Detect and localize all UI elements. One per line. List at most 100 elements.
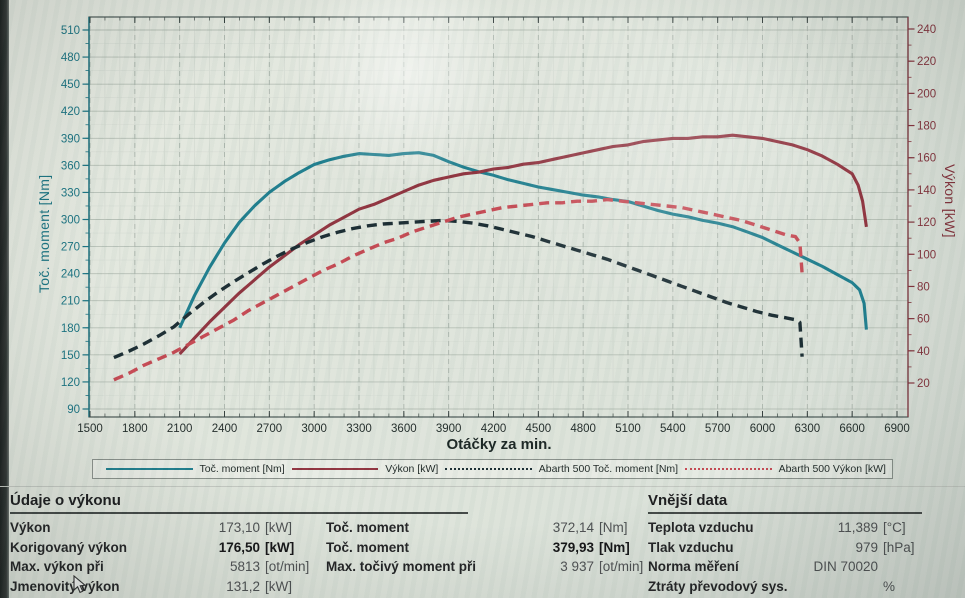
- legend-label: Abarth 500 Výkon [kW]: [778, 463, 886, 475]
- data-value: [878, 557, 922, 577]
- svg-text:300: 300: [61, 215, 80, 227]
- svg-text:4800: 4800: [570, 423, 596, 435]
- mouse-cursor: [73, 575, 87, 594]
- svg-text:2100: 2100: [167, 423, 193, 435]
- data-label: Max. výkon při: [10, 559, 104, 574]
- svg-text:360: 360: [61, 160, 80, 172]
- legend-line-sample: [106, 468, 193, 470]
- svg-text:5700: 5700: [705, 423, 731, 435]
- data-value: [594, 577, 640, 597]
- ambient-data-row: Teplota vzduchu 11,389 [°C]: [648, 518, 928, 538]
- svg-text:2400: 2400: [212, 423, 238, 435]
- svg-text:3600: 3600: [391, 423, 417, 435]
- data-label: Výkon: [10, 520, 51, 535]
- svg-text:60: 60: [917, 314, 930, 326]
- data-value: 379,93: [552, 539, 594, 555]
- data-value: 979: [855, 539, 878, 555]
- data-value: DIN 70020: [813, 559, 878, 574]
- legend-line-sample: [291, 468, 379, 470]
- svg-text:510: 510: [61, 25, 80, 37]
- data-value: [ot/min]: [599, 559, 644, 574]
- svg-text:180: 180: [61, 323, 80, 335]
- power-panel-title: Údaje o výkonu: [10, 492, 468, 514]
- power-data-row: Korigovaný výkon 176,50 [kW] Toč. moment 379…: [10, 538, 650, 558]
- svg-text:220: 220: [917, 56, 936, 68]
- svg-text:6900: 6900: [884, 423, 910, 435]
- svg-text:80: 80: [917, 281, 930, 293]
- data-label: Tlak vzduchu: [648, 539, 734, 555]
- data-value: 176,50: [218, 539, 260, 555]
- data-value: 5813: [229, 559, 260, 574]
- data-value: 372,14: [552, 520, 594, 535]
- data-value: 11,389: [837, 520, 878, 535]
- data-value: %: [883, 578, 896, 594]
- svg-text:480: 480: [61, 52, 80, 64]
- ambient-data-row: Ztráty převodový sys.%: [648, 577, 928, 597]
- svg-text:20: 20: [917, 378, 930, 390]
- power-data-row: Jmenovitý výkon 131,2 [kW]: [10, 577, 650, 597]
- svg-text:3300: 3300: [346, 423, 372, 435]
- y-axis-title-power: Výkon [kW]: [942, 164, 958, 238]
- svg-text:1800: 1800: [122, 423, 148, 435]
- data-value: [498, 577, 594, 597]
- legend-line-sample: [445, 468, 532, 470]
- svg-text:120: 120: [917, 217, 936, 229]
- svg-text:240: 240: [917, 24, 936, 36]
- y-axis-title-torque: Toč. moment [Nm]: [36, 174, 52, 293]
- svg-text:3000: 3000: [301, 423, 327, 435]
- chart-plot-area[interactable]: 1500 1800 2100 2400 2700 3000 3300 3600 3900 4200…: [0, 0, 965, 456]
- data-label: Norma měření: [648, 559, 739, 574]
- power-data-rows: Výkon 173,10 [kW] Toč. moment 372,14 [Nm] Kori…: [10, 518, 650, 596]
- svg-text:40: 40: [917, 346, 930, 358]
- power-data-row: Výkon 173,10 [kW] Toč. moment 372,14 [Nm]: [10, 518, 650, 538]
- data-value: [Nm]: [599, 539, 630, 555]
- legend-label: Výkon [kW]: [385, 463, 439, 475]
- curve-power-abarth500: [113, 197, 804, 382]
- svg-text:6300: 6300: [795, 423, 821, 435]
- curve-torque-abarth500: [113, 218, 804, 360]
- data-value: [kW]: [265, 539, 295, 555]
- svg-text:200: 200: [917, 88, 936, 100]
- data-label: [326, 577, 498, 597]
- curve-power-measured: [178, 133, 868, 356]
- data-label: Toč. moment: [326, 520, 410, 535]
- data-value: [ot/min]: [265, 559, 310, 574]
- svg-text:90: 90: [67, 404, 80, 416]
- svg-text:390: 390: [61, 133, 80, 145]
- svg-text:6600: 6600: [839, 423, 865, 435]
- svg-text:420: 420: [61, 106, 80, 118]
- data-value: [hPa]: [883, 539, 915, 555]
- svg-text:100: 100: [917, 249, 936, 261]
- legend-line-sample: [685, 468, 772, 470]
- svg-text:330: 330: [61, 187, 80, 199]
- data-value: [Nm]: [599, 520, 628, 535]
- ambient-data-row: Tlak vzduchu 979 [hPa]: [648, 538, 928, 558]
- data-value: 131,2: [226, 578, 260, 594]
- svg-text:210: 210: [61, 296, 80, 308]
- legend-label: Toč. moment [Nm]: [199, 463, 285, 475]
- data-label: Korigovaný výkon: [10, 539, 128, 555]
- x-axis-title-rpm: Otáčky za min.: [446, 436, 552, 453]
- svg-text:4500: 4500: [526, 423, 552, 435]
- ambient-data-rows: Teplota vzduchu 11,389 [°C] Tlak vzduchu 979…: [648, 518, 928, 596]
- data-value: [kW]: [265, 520, 292, 535]
- svg-text:2700: 2700: [257, 423, 283, 435]
- svg-text:5100: 5100: [615, 423, 641, 435]
- ambient-panel-title: Vnější data: [648, 492, 922, 514]
- svg-text:3900: 3900: [436, 423, 462, 435]
- svg-text:240: 240: [61, 269, 80, 281]
- chart-legend: Toč. moment [Nm] Výkon [kW] Abarth 500 Toč…: [92, 459, 893, 479]
- power-data-row: Max. výkon při 5813 [ot/min] Max. točivý mo…: [10, 557, 650, 577]
- ambient-data-panel: Vnější data Teplota vzduchu 11,389 [°C] Tla…: [648, 492, 928, 596]
- data-label: Toč. moment: [326, 539, 410, 555]
- svg-text:4200: 4200: [481, 423, 507, 435]
- svg-text:160: 160: [917, 153, 936, 165]
- data-value: 173,10: [218, 520, 260, 535]
- data-value: [kW]: [265, 578, 292, 594]
- svg-text:6000: 6000: [750, 423, 776, 435]
- svg-text:180: 180: [917, 121, 936, 133]
- svg-text:120: 120: [61, 377, 80, 389]
- data-value: [800, 577, 878, 597]
- svg-text:5400: 5400: [660, 423, 686, 435]
